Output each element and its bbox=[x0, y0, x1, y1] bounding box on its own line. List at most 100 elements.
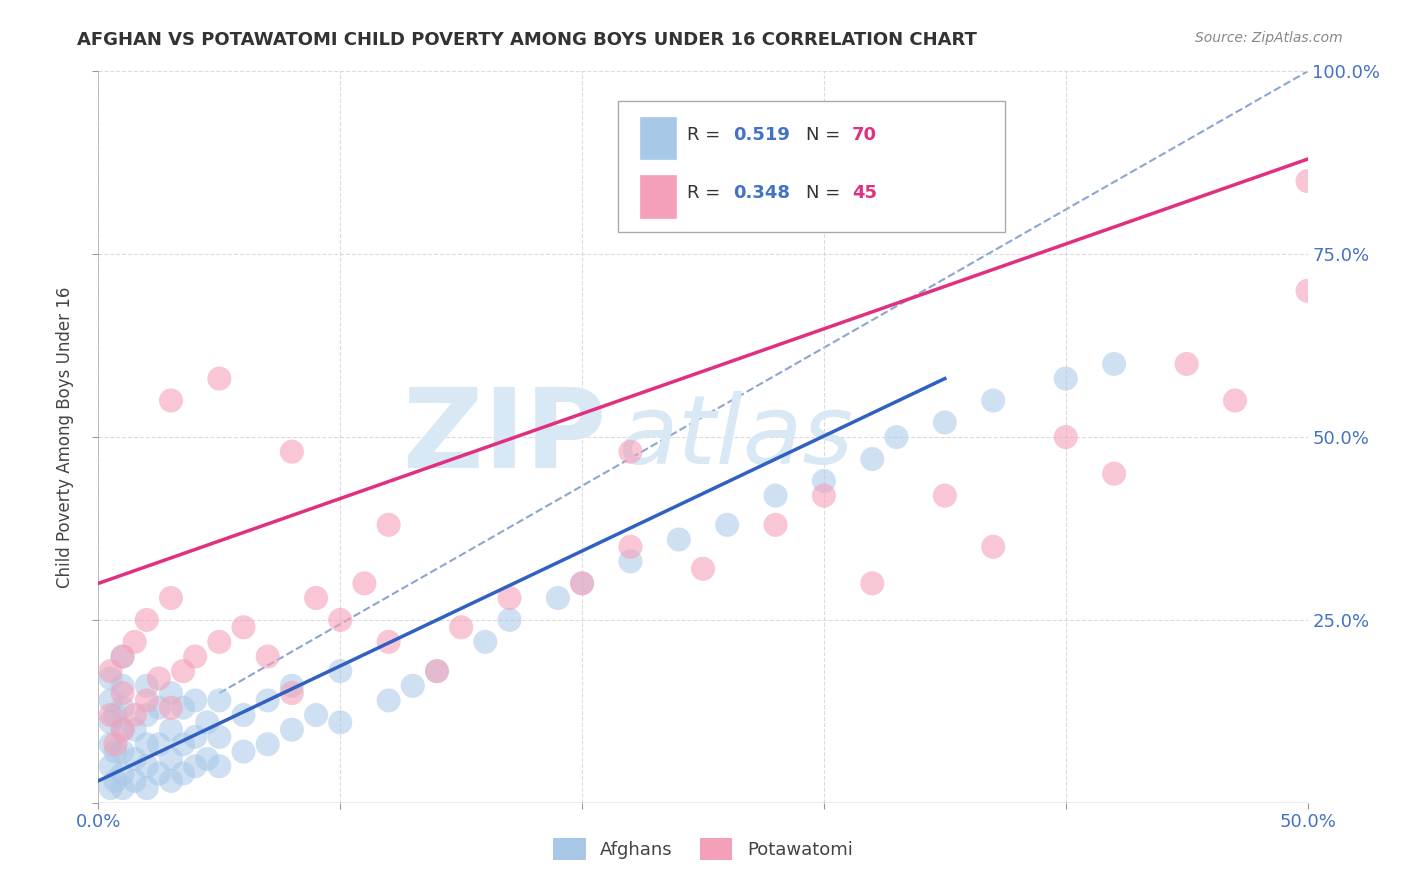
Point bbox=[256, 737, 278, 751]
Point bbox=[172, 664, 194, 678]
Point bbox=[765, 489, 787, 503]
Point bbox=[305, 591, 328, 605]
Point bbox=[305, 708, 328, 723]
Point bbox=[160, 723, 183, 737]
Point bbox=[402, 679, 425, 693]
Text: 0.519: 0.519 bbox=[734, 126, 790, 144]
Point bbox=[981, 540, 1004, 554]
Point bbox=[329, 715, 352, 730]
Point bbox=[208, 371, 231, 385]
Point bbox=[124, 773, 146, 788]
Point bbox=[256, 693, 278, 707]
Point bbox=[104, 737, 127, 751]
Point bbox=[281, 723, 304, 737]
Point bbox=[124, 752, 146, 766]
Point bbox=[124, 723, 146, 737]
Point bbox=[135, 708, 157, 723]
Point bbox=[111, 649, 134, 664]
Point bbox=[195, 752, 218, 766]
Point bbox=[172, 700, 194, 714]
Point bbox=[1175, 357, 1198, 371]
Point bbox=[934, 489, 956, 503]
Point bbox=[547, 591, 569, 605]
Point bbox=[135, 759, 157, 773]
Point bbox=[619, 444, 641, 458]
Point bbox=[571, 576, 593, 591]
Point bbox=[232, 620, 254, 634]
Point bbox=[111, 723, 134, 737]
Point bbox=[208, 730, 231, 744]
Text: 70: 70 bbox=[852, 126, 877, 144]
Point bbox=[184, 730, 207, 744]
Point bbox=[498, 591, 520, 605]
Point bbox=[353, 576, 375, 591]
Point bbox=[886, 430, 908, 444]
Point bbox=[111, 679, 134, 693]
Text: N =: N = bbox=[806, 126, 846, 144]
Point bbox=[160, 393, 183, 408]
Point bbox=[474, 635, 496, 649]
Point bbox=[1296, 284, 1319, 298]
Text: AFGHAN VS POTAWATOMI CHILD POVERTY AMONG BOYS UNDER 16 CORRELATION CHART: AFGHAN VS POTAWATOMI CHILD POVERTY AMONG… bbox=[77, 31, 977, 49]
Point bbox=[208, 759, 231, 773]
Point bbox=[135, 679, 157, 693]
Y-axis label: Child Poverty Among Boys Under 16: Child Poverty Among Boys Under 16 bbox=[56, 286, 75, 588]
FancyBboxPatch shape bbox=[640, 175, 676, 218]
Point bbox=[377, 693, 399, 707]
Point bbox=[111, 745, 134, 759]
Point bbox=[813, 474, 835, 488]
Point bbox=[104, 745, 127, 759]
Point bbox=[184, 693, 207, 707]
Point bbox=[135, 781, 157, 796]
Point bbox=[619, 554, 641, 568]
Point bbox=[148, 766, 170, 780]
Point bbox=[1102, 467, 1125, 481]
Point bbox=[160, 773, 183, 788]
Point bbox=[111, 766, 134, 780]
Point bbox=[329, 613, 352, 627]
Point bbox=[104, 708, 127, 723]
Point bbox=[377, 635, 399, 649]
Point bbox=[195, 715, 218, 730]
Point bbox=[450, 620, 472, 634]
Point bbox=[172, 766, 194, 780]
Point bbox=[281, 686, 304, 700]
Text: atlas: atlas bbox=[619, 391, 853, 483]
Point bbox=[184, 759, 207, 773]
Point bbox=[981, 393, 1004, 408]
Point bbox=[172, 737, 194, 751]
Point bbox=[160, 752, 183, 766]
Point bbox=[160, 591, 183, 605]
Legend: Afghans, Potawatomi: Afghans, Potawatomi bbox=[546, 830, 860, 867]
Point bbox=[100, 664, 122, 678]
Point bbox=[716, 517, 738, 532]
Point bbox=[208, 693, 231, 707]
Point bbox=[148, 737, 170, 751]
Point bbox=[934, 416, 956, 430]
Text: Source: ZipAtlas.com: Source: ZipAtlas.com bbox=[1195, 31, 1343, 45]
Point bbox=[1223, 393, 1246, 408]
Point bbox=[281, 444, 304, 458]
Point bbox=[571, 576, 593, 591]
Point bbox=[160, 700, 183, 714]
Point bbox=[1102, 357, 1125, 371]
Point bbox=[668, 533, 690, 547]
FancyBboxPatch shape bbox=[619, 101, 1005, 232]
Point bbox=[100, 737, 122, 751]
Point bbox=[135, 693, 157, 707]
Point bbox=[377, 517, 399, 532]
Point bbox=[111, 781, 134, 796]
Point bbox=[111, 723, 134, 737]
Point bbox=[148, 700, 170, 714]
Point bbox=[256, 649, 278, 664]
Text: 45: 45 bbox=[852, 185, 877, 202]
FancyBboxPatch shape bbox=[640, 117, 676, 159]
Point bbox=[124, 635, 146, 649]
Point bbox=[124, 708, 146, 723]
Point bbox=[426, 664, 449, 678]
Point bbox=[184, 649, 207, 664]
Point bbox=[329, 664, 352, 678]
Point bbox=[813, 489, 835, 503]
Point bbox=[100, 693, 122, 707]
Point bbox=[100, 672, 122, 686]
